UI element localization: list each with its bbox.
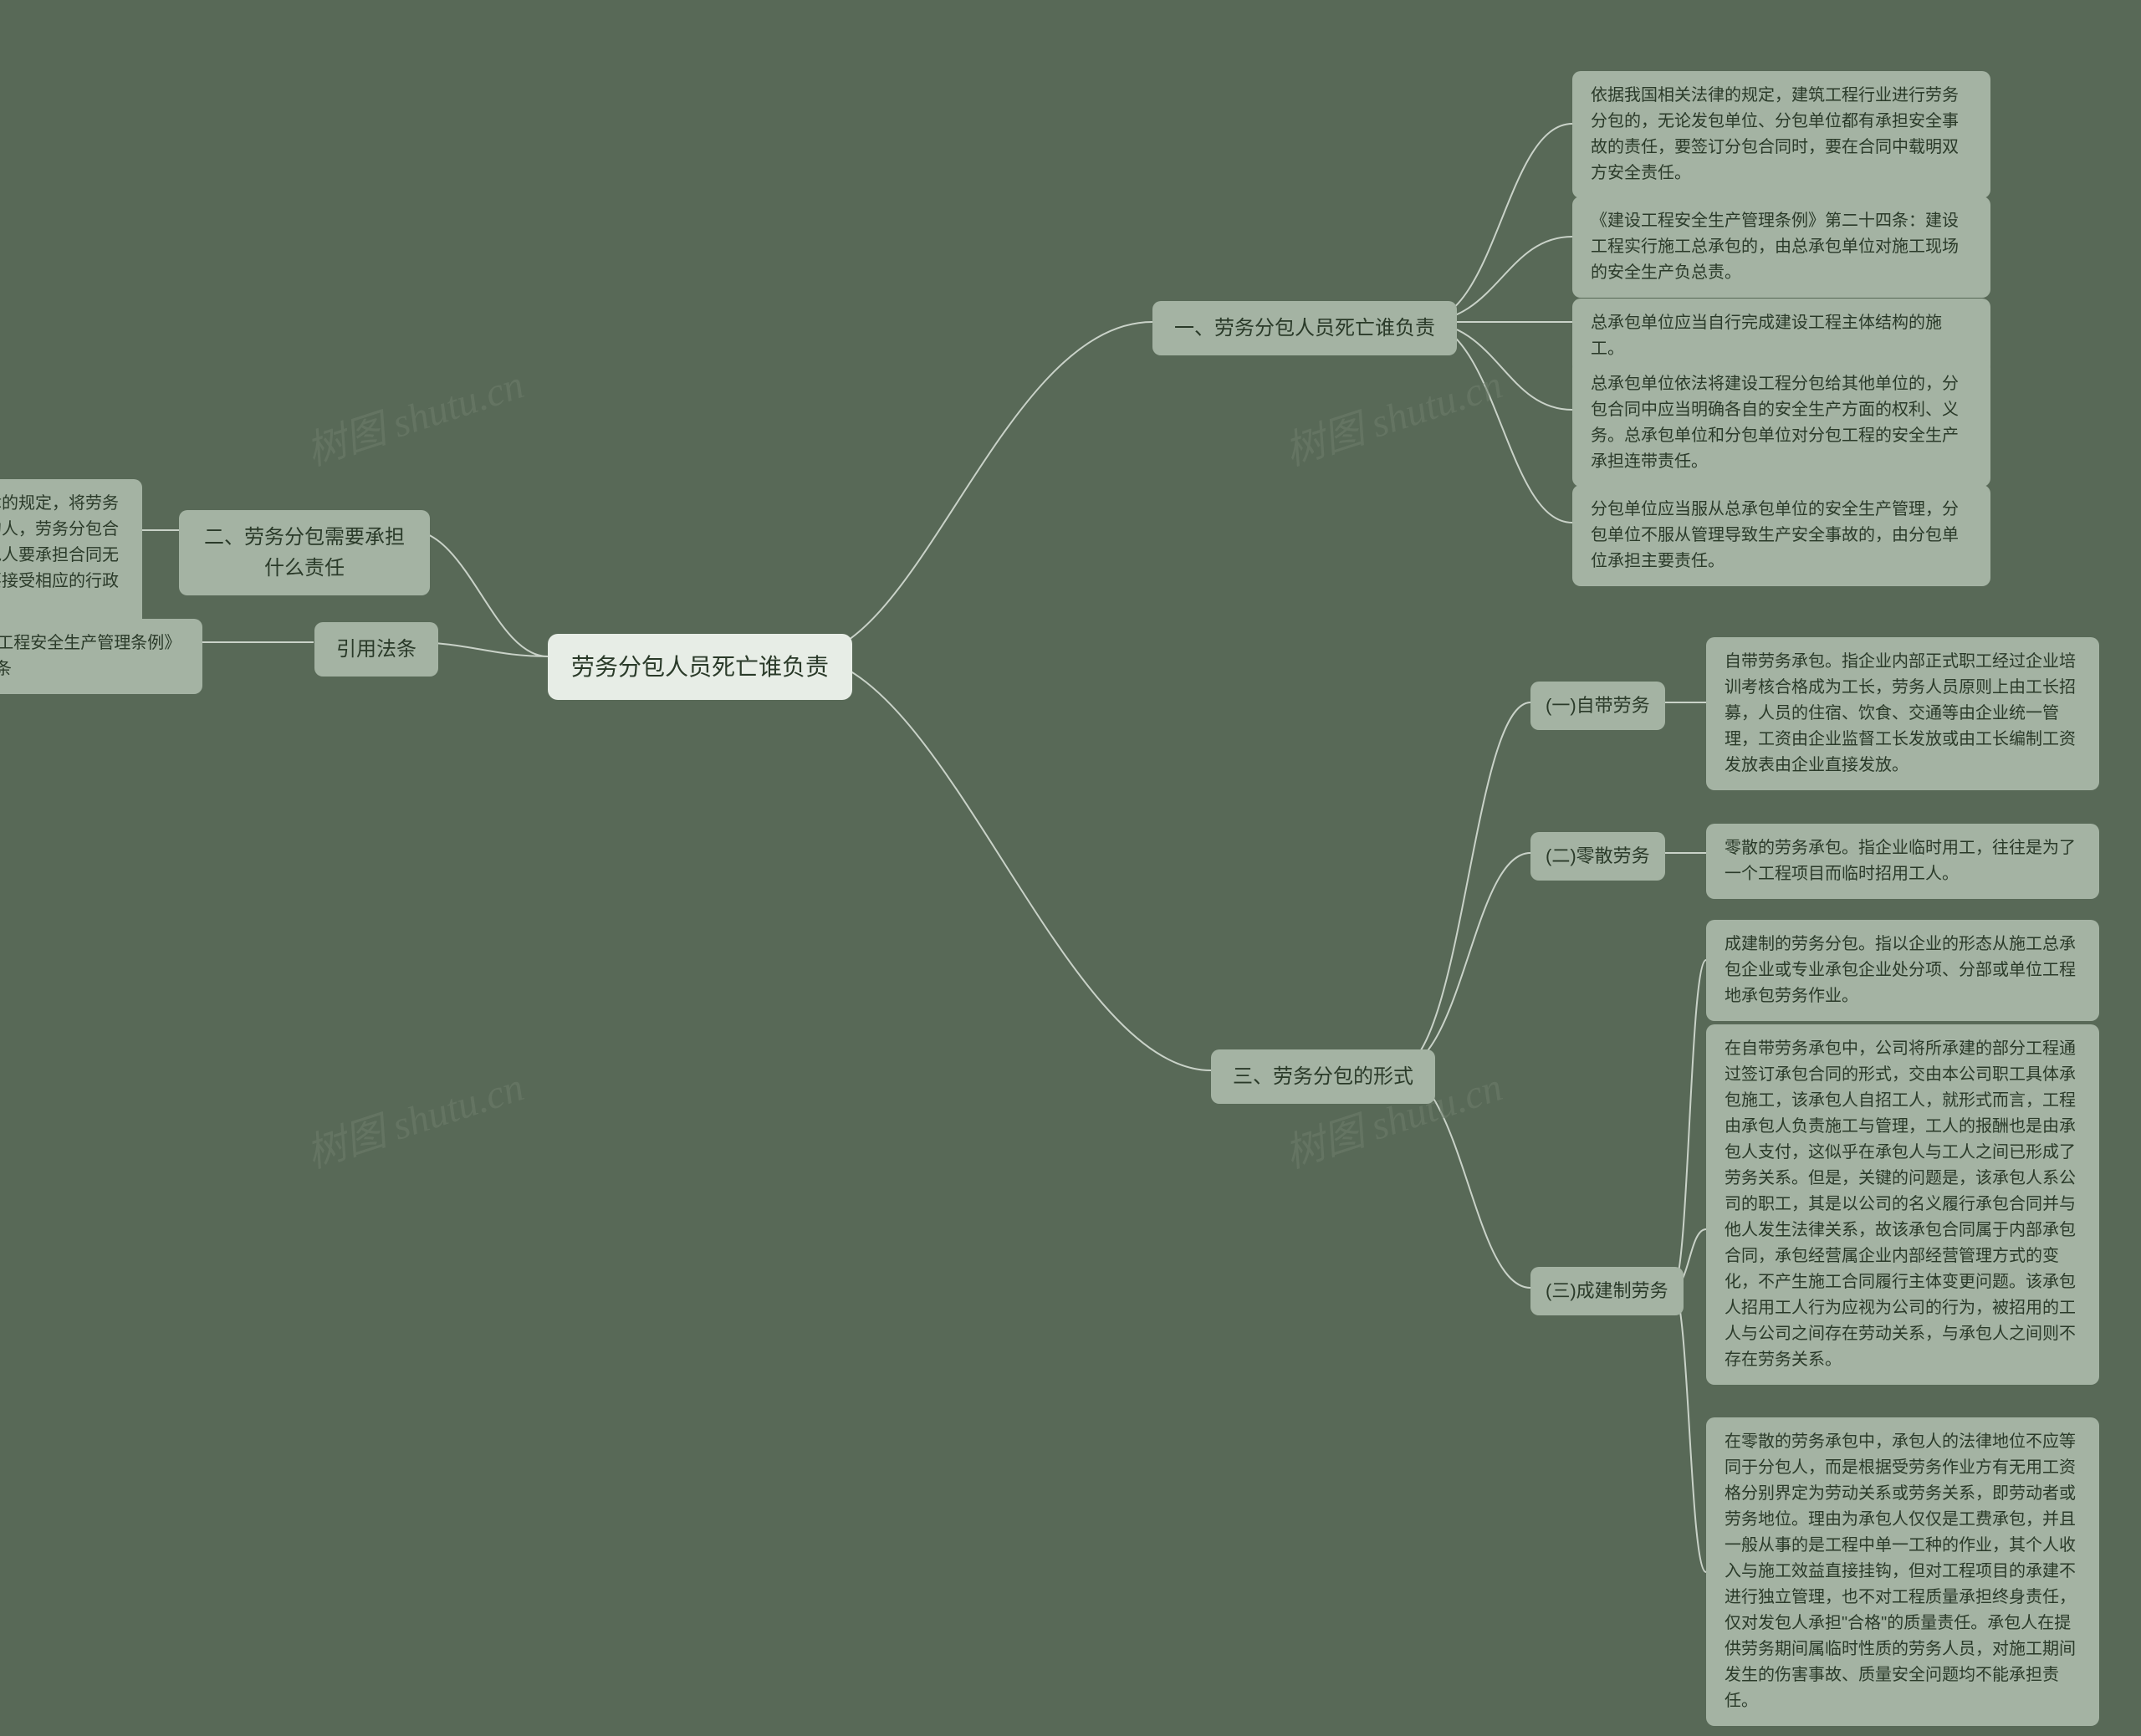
branch-4b-leaf[interactable]: 零散的劳务承包。指企业临时用工，往往是为了一个工程项目而临时招用工人。 <box>1706 824 2099 899</box>
branch-4c-leaf[interactable]: 在零散的劳务承包中，承包人的法律地位不应等同于分包人，而是根据受劳务作业方有无用… <box>1706 1417 2099 1726</box>
branch-4[interactable]: 三、劳务分包的形式 <box>1211 1049 1435 1104</box>
branch-4-sub-a[interactable]: (一)自带劳务 <box>1530 682 1665 730</box>
watermark: 树图 shutu.cn <box>1276 351 1509 477</box>
branch-1-leaf[interactable]: 《建设工程安全生产管理条例》第二十四条：建设工程实行施工总承包的，由总承包单位对… <box>1572 197 1990 298</box>
root-node[interactable]: 劳务分包人员死亡谁负责 <box>548 634 852 700</box>
branch-1[interactable]: 一、劳务分包人员死亡谁负责 <box>1152 301 1457 355</box>
watermark: 树图 shutu.cn <box>298 351 530 477</box>
branch-4a-leaf[interactable]: 自带劳务承包。指企业内部正式职工经过企业培训考核合格成为工长，劳务人员原则上由工… <box>1706 637 2099 790</box>
branch-4-sub-b[interactable]: (二)零散劳务 <box>1530 832 1665 881</box>
branch-1-leaf[interactable]: 总承包单位依法将建设工程分包给其他单位的，分包合同中应当明确各自的安全生产方面的… <box>1572 360 1990 487</box>
branch-4-sub-c[interactable]: (三)成建制劳务 <box>1530 1267 1684 1315</box>
branch-3[interactable]: 引用法条 <box>314 622 438 677</box>
branch-2-leaf[interactable]: 依据我国相关法律的规定，将劳务分包不具有资质的人，劳务分包合同是无效的，分包人要… <box>0 479 142 632</box>
branch-2[interactable]: 二、劳务分包需要承担什么责任 <box>179 510 430 595</box>
watermark: 树图 shutu.cn <box>298 1054 530 1179</box>
branch-4c-leaf[interactable]: 在自带劳务承包中，公司将所承建的部分工程通过签订承包合同的形式，交由本公司职工具… <box>1706 1024 2099 1385</box>
branch-1-leaf[interactable]: 分包单位应当服从总承包单位的安全生产管理，分包单位不服从管理导致生产安全事故的，… <box>1572 485 1990 586</box>
branch-1-leaf[interactable]: 依据我国相关法律的规定，建筑工程行业进行劳务分包的，无论发包单位、分包单位都有承… <box>1572 71 1990 198</box>
branch-4c-leaf[interactable]: 成建制的劳务分包。指以企业的形态从施工总承包企业或专业承包企业处分项、分部或单位… <box>1706 920 2099 1021</box>
branch-3-leaf[interactable]: [1]《建设工程安全生产管理条例》第二十四条 <box>0 619 202 694</box>
